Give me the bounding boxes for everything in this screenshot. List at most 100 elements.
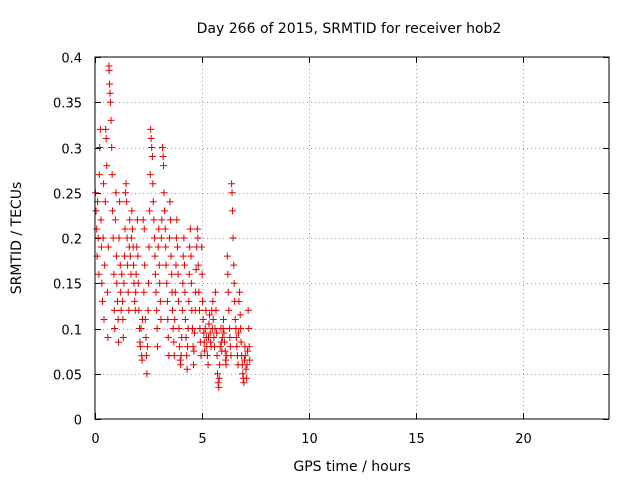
data-point xyxy=(132,270,140,278)
data-point xyxy=(98,297,106,305)
tick-labels: 0 5 10 15 20 0 0.05 0.1 0.15 0.2 0.25 0.3 0.35 0.4 xyxy=(53,52,532,448)
data-point xyxy=(230,261,238,269)
data-point xyxy=(214,370,222,378)
data-point xyxy=(245,343,253,351)
data-point xyxy=(244,306,252,314)
data-point xyxy=(203,352,211,360)
data-point xyxy=(151,252,159,260)
data-point xyxy=(102,125,110,133)
data-point xyxy=(136,343,144,351)
data-point xyxy=(210,334,218,342)
x-tick-label: 5 xyxy=(198,432,206,447)
data-point xyxy=(126,252,134,260)
data-point xyxy=(105,67,113,75)
data-point xyxy=(113,279,121,287)
data-point xyxy=(198,243,206,251)
data-point xyxy=(192,266,200,274)
data-point xyxy=(122,180,130,188)
data-point xyxy=(176,343,184,351)
data-point xyxy=(97,216,105,224)
data-point xyxy=(168,270,176,278)
data-point xyxy=(219,325,227,332)
data-point xyxy=(221,338,229,346)
y-axis-title: SRMTID / TECUs xyxy=(9,182,25,295)
data-point xyxy=(236,288,244,296)
data-point xyxy=(243,361,251,369)
data-point xyxy=(150,216,158,224)
data-point xyxy=(149,180,157,188)
data-point xyxy=(104,243,112,251)
data-point xyxy=(155,261,163,269)
y-tick-label: 0.15 xyxy=(53,278,82,293)
data-point xyxy=(206,311,214,319)
y-tick-label: 0.3 xyxy=(61,143,82,158)
y-tick-label: 0.1 xyxy=(61,324,82,339)
data-point xyxy=(233,343,241,351)
data-point xyxy=(115,338,123,346)
data-point xyxy=(147,125,155,133)
data-point xyxy=(187,279,195,287)
data-point xyxy=(162,261,170,269)
data-point xyxy=(134,252,142,260)
data-point xyxy=(228,207,236,215)
y-tick-label: 0.25 xyxy=(53,188,82,203)
data-point xyxy=(159,153,167,161)
data-point xyxy=(241,352,249,360)
data-point xyxy=(112,189,120,197)
data-point xyxy=(169,306,177,314)
data-point xyxy=(121,225,129,233)
data-point xyxy=(101,261,109,269)
data-point xyxy=(218,334,226,342)
data-point xyxy=(183,352,191,360)
data-point xyxy=(116,198,124,206)
data-point xyxy=(112,252,120,260)
data-point xyxy=(126,216,134,224)
data-point xyxy=(191,329,199,337)
data-point xyxy=(225,325,233,332)
data-point xyxy=(125,306,133,314)
data-point xyxy=(186,225,194,233)
data-point xyxy=(111,325,119,332)
data-point xyxy=(141,261,149,269)
chart-title: Day 266 of 2015, SRMTID for receiver hob… xyxy=(197,21,502,37)
data-point xyxy=(199,315,207,323)
data-point xyxy=(242,365,250,373)
data-point xyxy=(223,252,231,260)
data-point xyxy=(130,261,138,269)
data-point xyxy=(173,243,181,251)
data-point xyxy=(215,383,223,391)
data-point xyxy=(95,270,103,278)
data-point xyxy=(108,171,116,179)
data-point xyxy=(166,216,174,224)
data-point xyxy=(106,98,114,106)
data-point xyxy=(146,207,154,215)
data-point xyxy=(188,325,196,332)
data-point xyxy=(106,89,114,97)
data-point xyxy=(172,261,180,269)
x-axis-title: GPS time / hours xyxy=(293,459,410,475)
data-point xyxy=(147,134,155,142)
data-point xyxy=(183,365,191,373)
data-point xyxy=(157,234,165,242)
data-point xyxy=(197,352,205,360)
data-point xyxy=(216,343,224,351)
data-point xyxy=(139,216,147,224)
data-point xyxy=(145,243,153,251)
data-point xyxy=(118,270,126,278)
data-point xyxy=(119,334,127,342)
data-point xyxy=(143,343,151,351)
data-point xyxy=(117,288,125,296)
data-point xyxy=(155,225,163,233)
data-point xyxy=(108,144,116,151)
data-point xyxy=(160,162,168,170)
data-point xyxy=(103,162,111,170)
data-point xyxy=(117,306,125,314)
data-point xyxy=(198,270,206,278)
data-point xyxy=(229,234,237,242)
data-point xyxy=(224,288,232,296)
data-point xyxy=(181,288,189,296)
data-point xyxy=(141,315,149,323)
data-point xyxy=(236,311,244,319)
data-point xyxy=(211,325,219,332)
data-point xyxy=(237,325,245,332)
